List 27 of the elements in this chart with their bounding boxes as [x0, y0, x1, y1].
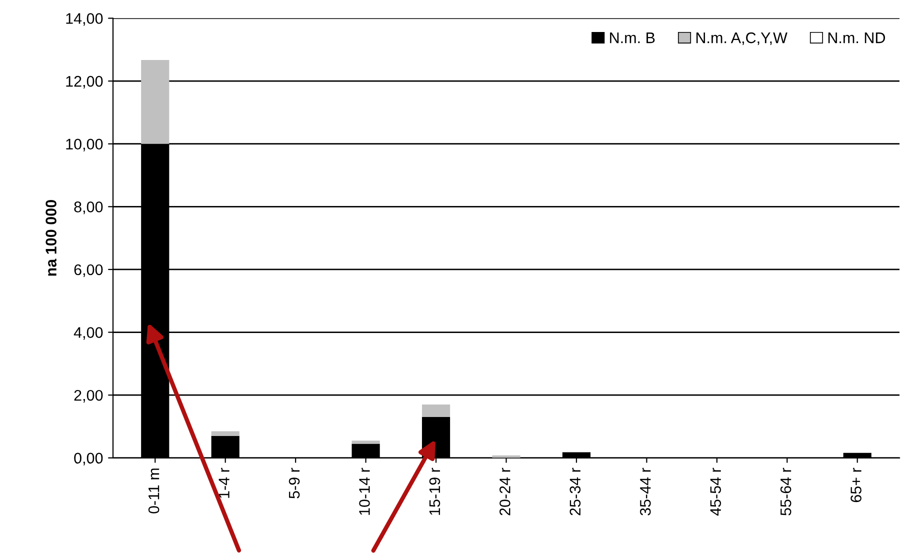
bar: [352, 440, 380, 444]
legend-label: N.m. B: [610, 32, 655, 44]
x-tick-label: 5-9 r: [288, 468, 300, 498]
y-tick-label: 6,00: [74, 264, 103, 277]
y-tick-label: 0,00: [74, 452, 103, 466]
bar: [141, 60, 170, 144]
bar: [422, 404, 450, 418]
y-axis-title: na 100 000: [46, 200, 56, 276]
y-tick-label: 2,00: [74, 390, 103, 403]
y-tick-label: 8,00: [74, 202, 103, 214]
x-tick-label: 0-11 m: [148, 468, 160, 514]
x-tick-label: 35-44 r: [640, 468, 651, 516]
legend-label: N.m. A,C,Y,W: [696, 32, 788, 46]
y-tick-label: 12,00: [66, 76, 103, 89]
x-tick-label: 45-54 r: [710, 468, 722, 516]
x-tick-label: 15-19 r: [429, 468, 440, 515]
x-tick-label: 25-34 r: [570, 468, 581, 516]
x-tick-label: 55-64 r: [780, 468, 792, 516]
y-tick-label: 14,00: [66, 13, 103, 26]
x-tick-label: 10-14 r: [359, 468, 370, 515]
legend-label: N.m. ND: [828, 32, 885, 44]
x-tick-label: 1-4 r: [218, 468, 230, 498]
bar: [211, 431, 240, 436]
y-tick-label: 4,00: [74, 327, 103, 340]
x-tick-label: 65+ r: [850, 468, 862, 502]
x-tick-label: 20-24 r: [500, 468, 510, 516]
y-tick-label: 10,00: [66, 138, 103, 152]
